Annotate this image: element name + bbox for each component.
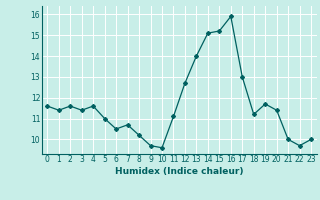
X-axis label: Humidex (Indice chaleur): Humidex (Indice chaleur)	[115, 167, 244, 176]
